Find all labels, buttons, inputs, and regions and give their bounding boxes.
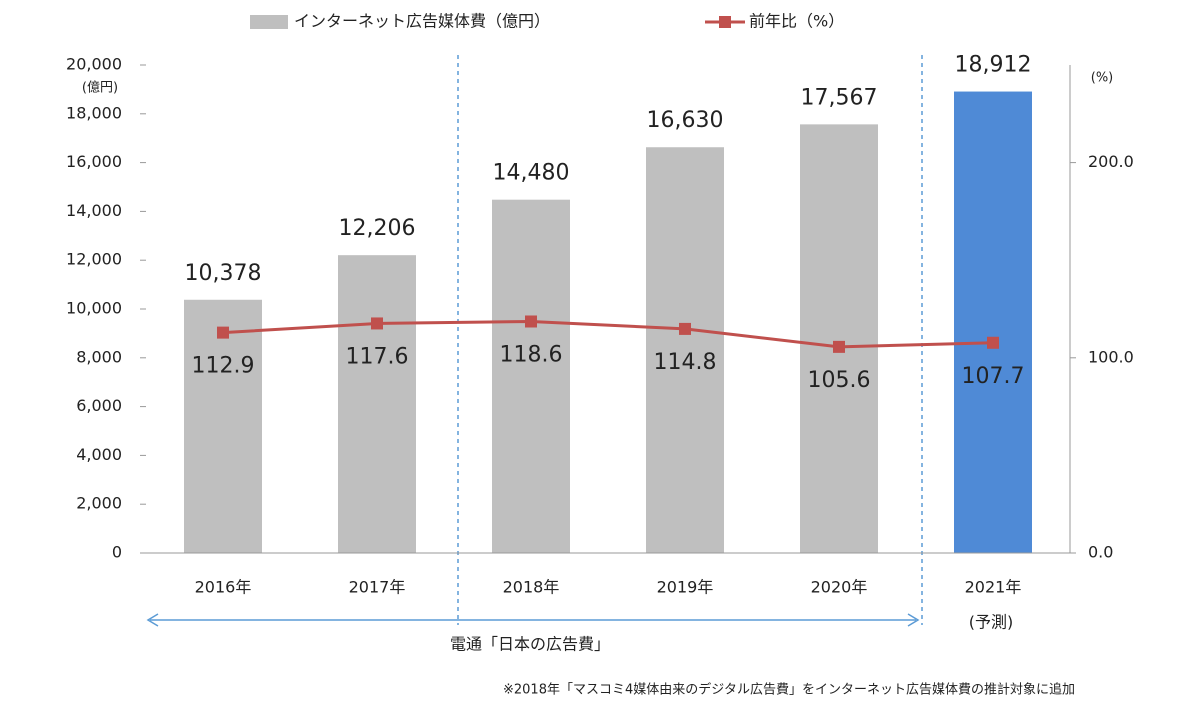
line <box>222 319 994 349</box>
y-tick-label: 20,000 <box>66 55 122 74</box>
x-tick-label: 2021年 <box>965 578 1022 597</box>
line-value-label: 105.6 <box>808 368 871 393</box>
line-marker <box>987 336 999 349</box>
y-tick-label: 4,000 <box>76 445 122 464</box>
arrow-heads <box>146 613 920 627</box>
y-tick-label: 14,000 <box>66 201 122 220</box>
line-marker <box>525 315 537 328</box>
line-marker <box>833 340 845 353</box>
line-value-label: 107.7 <box>962 364 1025 389</box>
y-tick-label: 10,000 <box>66 299 122 318</box>
y-tick-label: 8,000 <box>76 347 122 366</box>
legend-swatch <box>719 16 731 28</box>
y-tick-label: 6,000 <box>76 396 122 415</box>
line-value-label: 118.6 <box>500 342 563 367</box>
range-note: 電通「日本の広告費」 <box>450 635 610 654</box>
y-tick-label: 18,000 <box>66 103 122 122</box>
bar-value-label: 12,206 <box>339 216 416 241</box>
line-marker <box>217 326 229 339</box>
bar-value-label: 16,630 <box>647 108 724 133</box>
x-tick-label: 2016年 <box>195 578 252 597</box>
y2-tick-label: 0.0 <box>1088 543 1113 562</box>
bar-value-label: 17,567 <box>801 85 878 110</box>
line-value-label: 112.9 <box>192 354 255 379</box>
y-tick-label: 2,000 <box>76 494 122 513</box>
bar-value-label: 10,378 <box>185 261 262 286</box>
line-marker <box>679 322 691 335</box>
y-unit: (億円) <box>82 80 118 96</box>
bar <box>800 124 878 553</box>
bar-value-label: 18,912 <box>955 53 1032 78</box>
y2-tick-label: 100.0 <box>1088 347 1134 366</box>
y2-unit: (%) <box>1091 71 1114 86</box>
line-value-label: 117.6 <box>346 344 409 369</box>
y-tick-label: 16,000 <box>66 152 122 171</box>
bar-value-label: 14,480 <box>493 161 570 186</box>
bar <box>338 255 416 554</box>
y-tick-label: 12,000 <box>66 250 122 269</box>
footnote: ※2018年「マスコミ4媒体由来のデジタル広告費」をインターネット広告媒体費の推… <box>503 682 1075 698</box>
line-marker <box>371 317 383 330</box>
bar <box>954 91 1032 553</box>
bar <box>184 299 262 553</box>
y-tick-label: 0 <box>112 543 122 562</box>
x-tick-label: 2018年 <box>503 578 560 597</box>
forecast-note: (予測) <box>969 613 1014 632</box>
legend-label: 前年比（%） <box>749 12 844 31</box>
y2-tick-label: 200.0 <box>1088 152 1134 171</box>
x-tick-label: 2020年 <box>811 578 868 597</box>
legend-label: インターネット広告媒体費（億円） <box>294 12 550 31</box>
bar <box>492 199 570 554</box>
x-tick-label: 2019年 <box>657 578 714 597</box>
line-value-label: 114.8 <box>654 350 717 375</box>
legend-swatch <box>250 15 288 29</box>
x-tick-label: 2017年 <box>349 578 406 597</box>
bar <box>646 147 724 553</box>
